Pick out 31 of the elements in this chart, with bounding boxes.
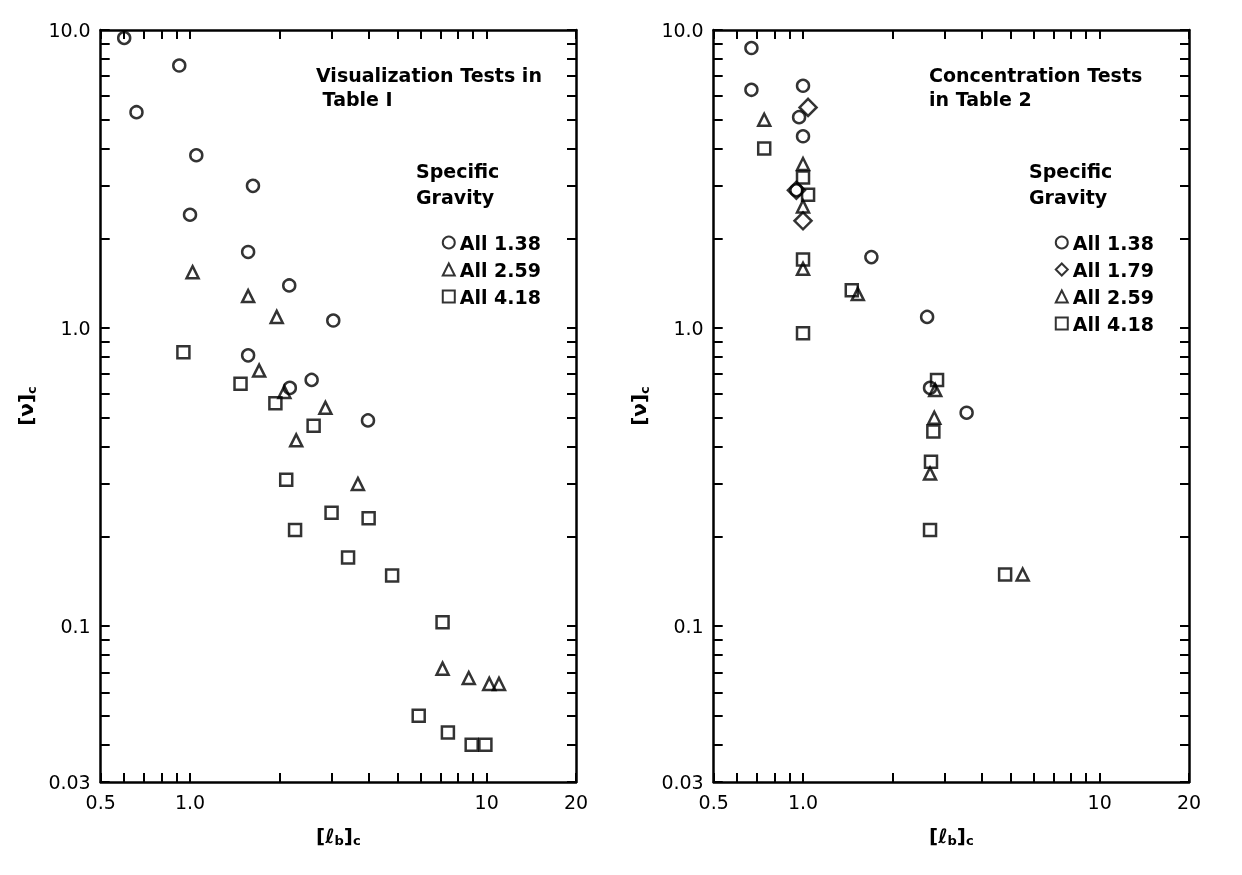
x-tick-label: 20	[563, 790, 589, 813]
legend-label: All 4.18	[459, 285, 542, 308]
y-tick-label: 10.0	[48, 19, 91, 41]
legend-label: All 1.38	[459, 231, 542, 254]
y-tick-label: 0.03	[48, 771, 91, 793]
legend-label: All 2.59	[459, 258, 542, 281]
x-axis-title: [ℓb]c	[928, 823, 974, 848]
text: Concentration Tests in Table 2	[929, 64, 1149, 110]
x-tick-label: 10	[1087, 790, 1112, 813]
x-tick-label: 0.5	[698, 790, 729, 813]
legend-label: All 1.79	[1072, 258, 1155, 281]
legend-title: Specific Gravity	[1029, 160, 1119, 208]
y-axis-title: [ν]c	[627, 386, 652, 426]
x-axis-title: [ℓb]c	[315, 823, 361, 848]
legend-title: Specific Gravity	[416, 160, 506, 208]
x-tick-label: 0.5	[85, 790, 116, 813]
x-tick-label: 10	[474, 790, 499, 813]
y-tick-label: 0.03	[661, 771, 704, 793]
y-tick-label: 1.0	[60, 317, 91, 340]
legend-label: All 2.59	[1072, 285, 1155, 308]
y-axis-title: [ν]c	[14, 386, 39, 426]
x-tick-label: 1.0	[174, 790, 206, 813]
y-tick-label: 10.0	[661, 19, 704, 41]
y-tick-label: 0.1	[673, 615, 704, 638]
x-tick-label: 20	[1176, 790, 1202, 813]
text: Visualization Tests in Table I	[316, 64, 542, 110]
legend-label: All 1.38	[1072, 231, 1155, 254]
legend-label: All 4.18	[1072, 312, 1155, 335]
y-tick-label: 0.1	[60, 615, 91, 638]
x-tick-label: 1.0	[787, 790, 819, 813]
y-tick-label: 1.0	[673, 317, 704, 340]
